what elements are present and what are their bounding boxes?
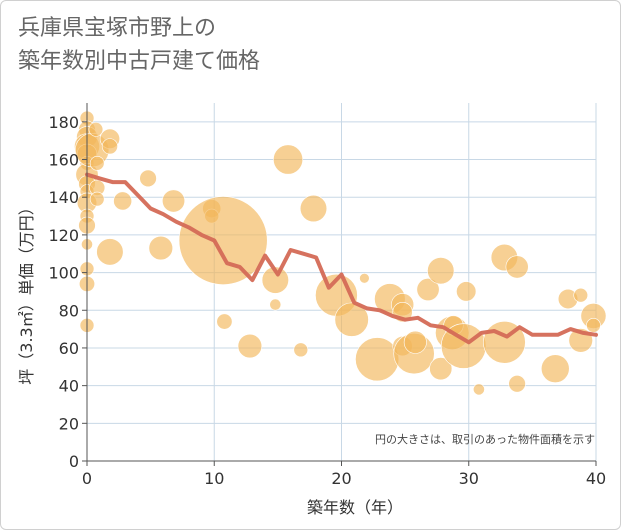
bubble-point	[429, 357, 453, 381]
y-tick-label: 120	[48, 226, 79, 245]
bubble-point	[508, 375, 526, 393]
x-tick-label: 40	[586, 469, 606, 488]
bubble-point	[96, 238, 124, 266]
bubble-point	[89, 191, 105, 207]
bubble-point	[178, 196, 268, 285]
y-tick-label: 40	[59, 377, 79, 396]
axes: 0 20 40 60 80 100 120 140 160 180 0 10 20 30 40	[48, 103, 606, 488]
x-axis-label: 築年数（年）	[307, 498, 403, 517]
trend-series	[85, 172, 598, 345]
bubble-point	[573, 287, 589, 303]
x-tick-label: 10	[204, 469, 224, 488]
y-tick-label: 180	[48, 113, 79, 132]
bubble-point	[416, 278, 440, 302]
chart-title-line2: 築年数別中古戸建て価格	[18, 49, 261, 74]
y-tick-label: 60	[59, 339, 79, 358]
bubble-point	[299, 194, 328, 223]
y-tick-label: 80	[59, 301, 79, 320]
bubble-point	[427, 257, 455, 285]
y-tick-label: 20	[59, 414, 79, 433]
bubble-point	[456, 281, 477, 302]
bubble-point	[403, 330, 427, 354]
bubble-point	[148, 235, 174, 261]
x-tick-label: 30	[459, 469, 479, 488]
size-legend-note: 円の大きさは、取引のあった物件面積を示す	[375, 432, 595, 446]
bubble-point	[139, 169, 157, 188]
bubble-point	[101, 138, 118, 155]
y-tick-label: 0	[69, 452, 79, 471]
bubble-point	[113, 191, 133, 211]
bubble-point	[89, 155, 105, 171]
y-tick-label: 100	[48, 264, 79, 283]
x-tick-label: 20	[331, 469, 351, 488]
bubble-point	[273, 144, 304, 175]
bubble-point	[269, 298, 282, 311]
bubble-point	[473, 383, 485, 396]
bubble-point	[505, 255, 529, 279]
x-tick-label: 0	[82, 469, 92, 488]
bubble-point	[355, 337, 400, 382]
bubble-point	[334, 302, 369, 337]
bubble-point	[359, 273, 370, 284]
bubble-point	[540, 354, 570, 383]
trend-line	[85, 172, 598, 345]
bubble-point	[216, 313, 233, 330]
bubble-series	[74, 110, 607, 396]
bubble-point	[261, 266, 289, 294]
y-tick-label: 160	[48, 151, 79, 170]
bubble-point	[293, 342, 309, 358]
y-tick-label: 140	[48, 188, 79, 207]
bubble-point	[162, 189, 186, 213]
chart-title-line1: 兵庫県宝塚市野上の	[18, 16, 217, 41]
bubble-point	[586, 318, 601, 333]
bubble-point	[237, 333, 263, 359]
bubble-point	[88, 122, 104, 137]
chart-title: 兵庫県宝塚市野上の 築年数別中古戸建て価格	[18, 12, 260, 78]
y-axis-label: 坪（3.3㎡）単価（万円）	[17, 199, 36, 384]
